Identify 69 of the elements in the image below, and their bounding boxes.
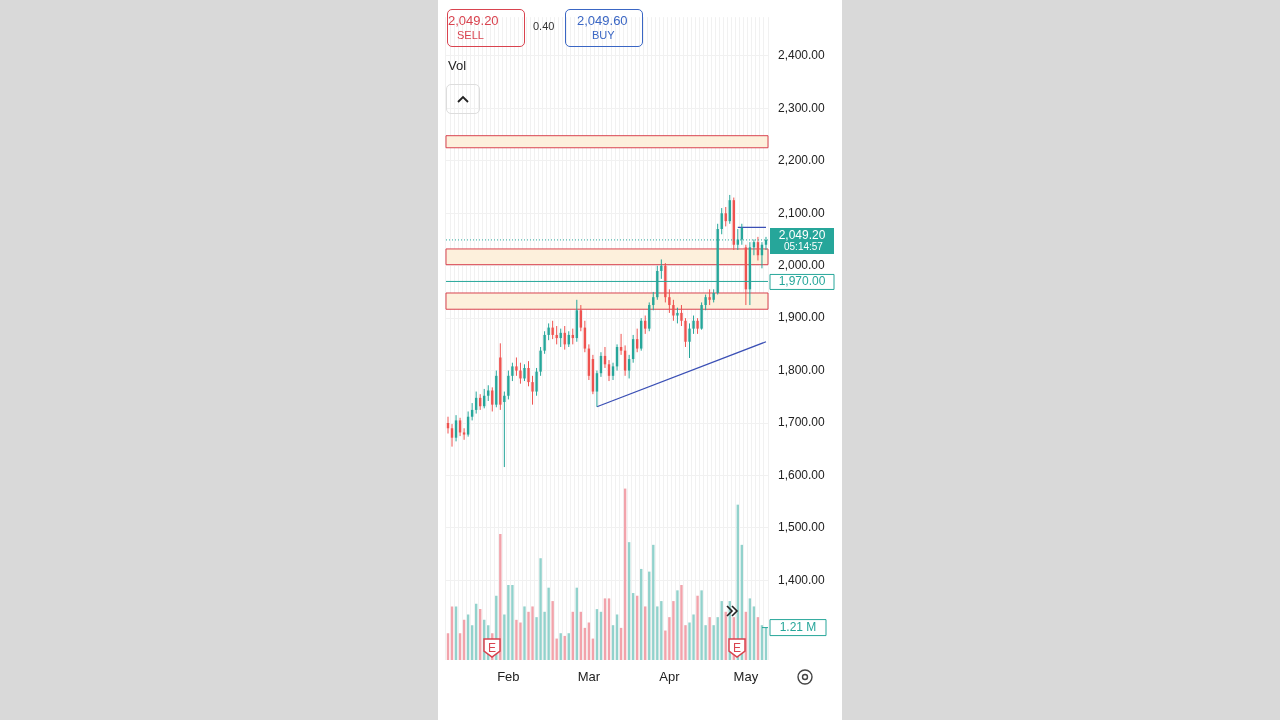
- candlestick: [684, 317, 687, 348]
- bar: [539, 558, 542, 660]
- bar: [511, 585, 514, 660]
- bar: [672, 601, 675, 660]
- bar: [708, 617, 711, 660]
- bar: [559, 633, 562, 660]
- text: 05:14:57: [784, 241, 823, 252]
- bar: [531, 606, 534, 660]
- candlestick: [692, 315, 695, 335]
- annotation: SELL: [457, 29, 484, 41]
- candlestick: [688, 322, 691, 359]
- bar: [696, 595, 699, 660]
- y-tick-label: 1,600.00: [778, 467, 826, 482]
- candlestick: [531, 375, 534, 406]
- annotation: E: [488, 641, 497, 655]
- candlestick: [543, 330, 546, 355]
- y-tick-label: 1,500.00: [778, 520, 826, 535]
- bar: [680, 585, 683, 660]
- candlestick: [515, 356, 518, 377]
- ref-line-label: 2,049.20: [778, 228, 826, 243]
- candlestick: [672, 299, 675, 322]
- candlestick: [507, 370, 510, 400]
- bar: [523, 606, 526, 660]
- bar: [716, 617, 719, 660]
- bar: [499, 534, 502, 660]
- candlestick: [660, 258, 663, 280]
- y-tick-label: 2,000.00: [778, 258, 826, 273]
- candlestick: [700, 301, 703, 331]
- annotation: E: [733, 641, 742, 655]
- candlestick: [551, 320, 554, 340]
- candlestick: [539, 346, 542, 377]
- x-tick-label: Feb: [497, 669, 520, 685]
- annotation: 0.40: [533, 20, 555, 32]
- y-tick-label: 1,400.00: [778, 572, 826, 587]
- bar: [551, 601, 554, 660]
- candlestick: [519, 362, 522, 385]
- ref-line-label: 1,970.00: [778, 274, 826, 289]
- candlestick: [559, 328, 562, 348]
- annotation: Vol: [448, 58, 467, 73]
- y-tick-label: 1,700.00: [778, 415, 826, 430]
- annotation: 2,049.60: [577, 13, 628, 28]
- x-tick-label: Apr: [659, 669, 681, 685]
- bar: [692, 614, 695, 660]
- bar: [515, 619, 518, 660]
- y-tick-label: 1,900.00: [778, 310, 826, 325]
- y-tick-label: 2,300.00: [778, 100, 826, 115]
- x-tick-label: May: [733, 669, 759, 685]
- candlestick: [462, 427, 466, 441]
- candlestick: [527, 360, 530, 387]
- x-tick-label: Mar: [577, 669, 601, 685]
- bar: [547, 587, 550, 660]
- bar: [676, 590, 679, 660]
- bar: [660, 601, 663, 660]
- annotation: 2,049.20: [448, 13, 499, 28]
- y-tick-label: 2,100.00: [778, 205, 826, 220]
- candlestick: [503, 391, 506, 468]
- bar: [519, 622, 522, 660]
- y-tick-label: 2,400.00: [778, 48, 826, 63]
- candlestick: [668, 288, 671, 314]
- bar: [507, 585, 510, 660]
- y-tick-label: 1,800.00: [778, 362, 826, 377]
- candlestick: [555, 325, 558, 345]
- annotation: BUY: [592, 29, 615, 41]
- y-tick-label: 2,200.00: [778, 153, 826, 168]
- bar: [700, 590, 703, 660]
- y2-tick-label: 1.21 M: [779, 619, 817, 634]
- candlestick: [511, 362, 514, 382]
- candlestick: [535, 367, 538, 397]
- candlestick: [680, 304, 683, 327]
